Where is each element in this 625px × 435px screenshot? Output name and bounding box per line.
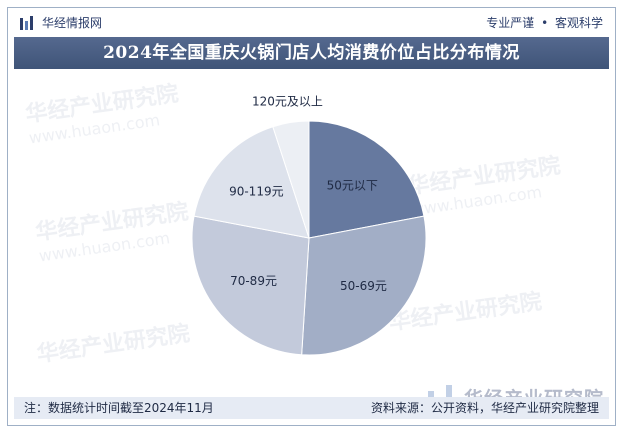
- slice-label: 50元以下: [327, 179, 378, 193]
- pie-chart: 50元以下 50-69元 70-89元 90-119元 120元及以上: [191, 95, 427, 356]
- footer: 注：数据统计时间截至2024年11月 资料来源：公开资料，华经产业研究院整理: [14, 397, 609, 419]
- pie-slice: [191, 215, 310, 356]
- chart-title: 2024年全国重庆火锅门店人均消费价位占比分布情况: [14, 37, 609, 69]
- pie-slice: [272, 120, 310, 239]
- footer-note: 注：数据统计时间截至2024年11月: [24, 401, 214, 415]
- pie-slice: [301, 215, 427, 356]
- tagline-left: 专业严谨: [486, 16, 535, 30]
- pie-slice: [193, 126, 310, 239]
- slice-label: 90-119元: [229, 185, 284, 199]
- slice-label: 70-89元: [230, 274, 277, 288]
- slice-label: 120元及以上: [252, 95, 323, 109]
- report-frame: 华经情报网 专业严谨 • 客观科学 2024年全国重庆火锅门店人均消费价位占比分…: [7, 7, 616, 426]
- brand: 华经情报网: [20, 14, 102, 31]
- slice-label: 50-69元: [340, 279, 387, 293]
- top-bar: 华经情报网 专业严谨 • 客观科学: [8, 8, 615, 38]
- tagline-separator: •: [541, 16, 549, 30]
- brand-logo-icon: [20, 15, 33, 30]
- pie-slice: [308, 120, 425, 239]
- tagline-right: 客观科学: [554, 16, 603, 30]
- tagline: 专业严谨 • 客观科学: [486, 14, 603, 31]
- brand-name: 华经情报网: [42, 16, 103, 30]
- footer-source: 资料来源：公开资料，华经产业研究院整理: [370, 401, 599, 415]
